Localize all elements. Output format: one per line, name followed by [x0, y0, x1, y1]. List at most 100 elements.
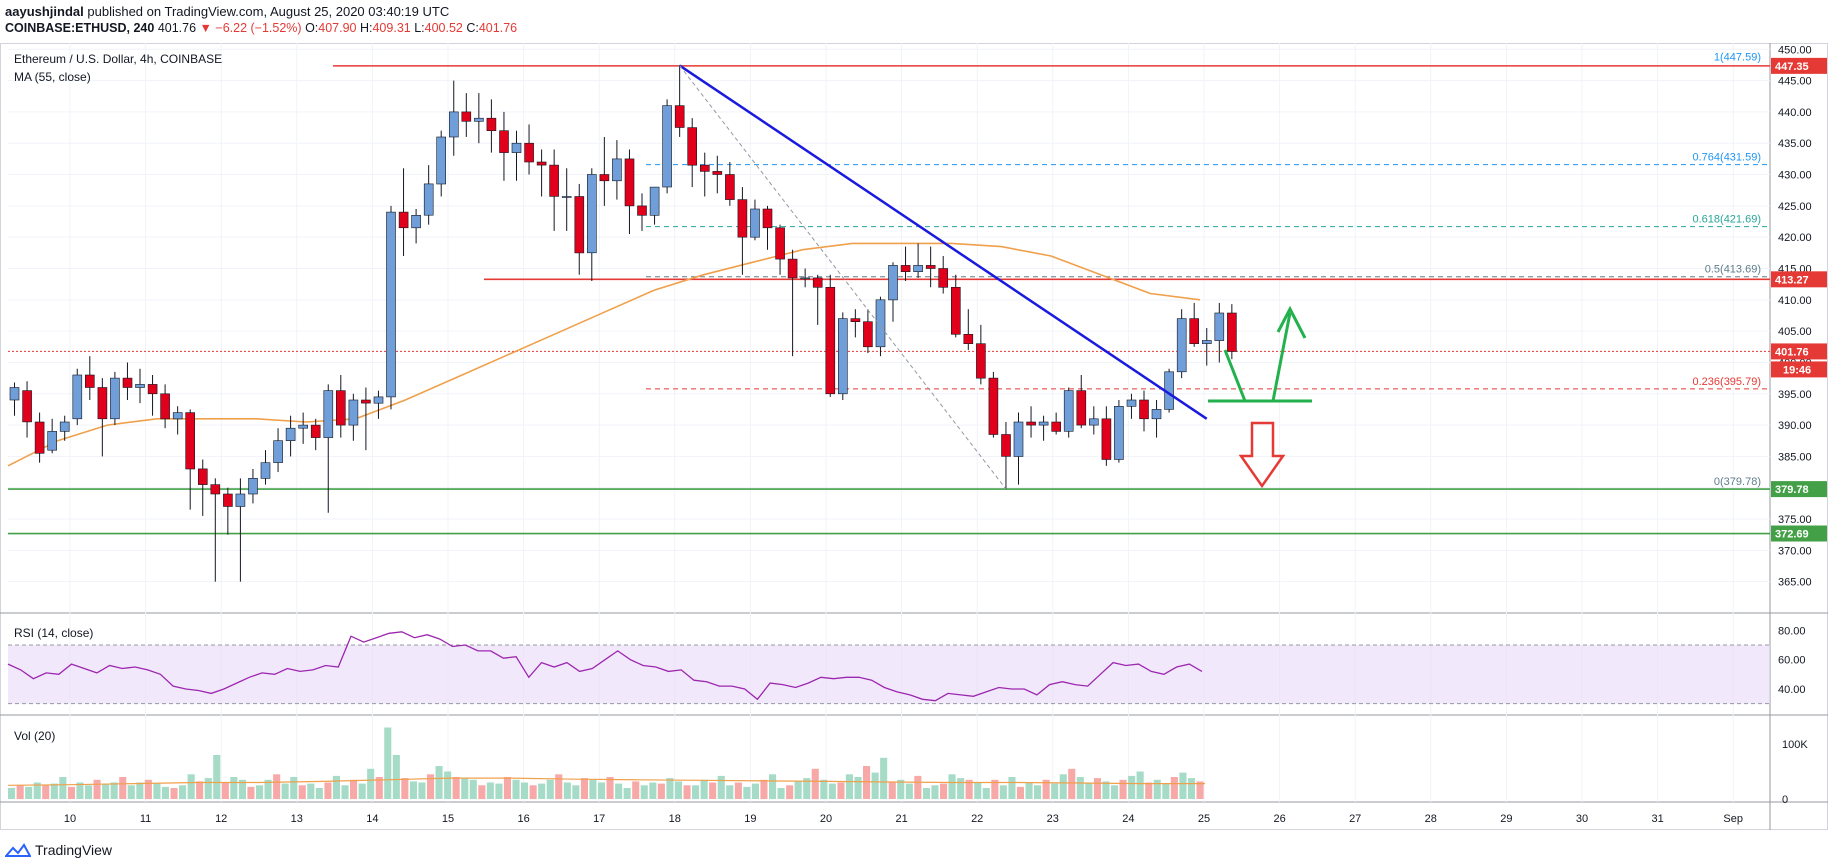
volume-bar: [298, 785, 306, 800]
horizontal-levels: [8, 65, 1770, 535]
y-tick-label: 420.00: [1778, 232, 1812, 244]
volume-bar: [726, 785, 734, 800]
volume-bar: [153, 783, 161, 799]
volume-bar: [350, 779, 358, 800]
x-tick-label: 17: [593, 813, 605, 825]
candle-body: [963, 333, 974, 344]
candle-body: [298, 424, 309, 429]
brand-name[interactable]: TradingView: [35, 842, 113, 858]
rsi-band: [8, 645, 1770, 704]
candle-body: [461, 111, 472, 122]
candle-body: [812, 277, 823, 288]
y-tick-label: 405.00: [1778, 326, 1812, 338]
volume-bar: [59, 777, 67, 799]
y-tick-label: 375.00: [1778, 514, 1812, 526]
candle-body: [863, 321, 873, 348]
open-label: O:: [305, 21, 319, 35]
candle-body: [160, 393, 170, 420]
fib-level-label: 0.236(395.79): [1693, 376, 1762, 388]
close-label: C:: [466, 21, 479, 35]
green-arrow-head-icon: [1276, 305, 1307, 339]
candle-body: [925, 265, 936, 269]
x-tick-label: 19: [744, 813, 756, 825]
volume-bar: [845, 774, 853, 800]
volume-bar: [820, 779, 828, 800]
candle-body: [323, 390, 334, 438]
candle-body: [185, 412, 195, 470]
candle-body: [536, 161, 547, 166]
volume-bar: [786, 785, 794, 800]
volume-bar: [1076, 777, 1084, 799]
volume-bar: [452, 777, 460, 799]
volume-bar: [683, 785, 691, 800]
rsi-line: [7, 631, 1203, 702]
candle-body: [1114, 405, 1124, 460]
rsi-tick-label: 40.00: [1778, 684, 1806, 696]
vol-tick-label: 100K: [1782, 739, 1808, 751]
volume-bar: [999, 785, 1007, 800]
candle-body: [837, 318, 848, 395]
volume-bar: [692, 785, 700, 800]
volume-bar: [1196, 781, 1204, 799]
volume-bar: [1016, 786, 1024, 799]
symbol-label[interactable]: COINBASE:ETHUSD, 240: [5, 21, 155, 35]
x-tick-label: 20: [820, 813, 832, 825]
volume-bar: [760, 779, 768, 800]
candle-body: [285, 427, 296, 442]
candle-body: [687, 127, 698, 166]
volume-bar: [905, 783, 913, 799]
candle-body: [198, 468, 208, 485]
volume-bar: [179, 785, 187, 800]
candle-body: [411, 215, 421, 229]
rsi-tick-label: 60.00: [1778, 655, 1806, 667]
volume-bar: [50, 783, 58, 799]
main-pane-title: Ethereum / U.S. Dollar, 4h, COINBASE: [14, 52, 222, 66]
volume-bar: [657, 783, 665, 799]
drawings: 1(447.59) 0.764(431.59) 0.618(421.69) 0.5(4…: [678, 51, 1762, 490]
volume-bar: [589, 779, 597, 800]
volume-bar: [563, 782, 571, 799]
volume-bar: [880, 757, 888, 800]
countdown-label: 19:46: [1783, 364, 1811, 376]
volume-bar: [640, 785, 648, 800]
volume-bar: [392, 755, 400, 799]
x-tick-label: 15: [442, 813, 454, 825]
price-tag-bg: [1771, 481, 1827, 498]
volume-bar: [341, 785, 349, 800]
candle-body: [1063, 390, 1074, 432]
candle-body: [172, 412, 183, 420]
volume-bar: [974, 782, 982, 799]
candle-body: [1076, 390, 1087, 426]
volume-bar: [674, 781, 682, 799]
author-link[interactable]: aayushjindal: [5, 4, 84, 19]
fib-level-label: 0.5(413.69): [1705, 264, 1761, 276]
price-tag-label: 372.69: [1775, 529, 1809, 541]
volume-bar: [982, 788, 990, 799]
volume-bar: [957, 778, 965, 799]
volume-bar: [529, 785, 537, 800]
candle-body: [47, 431, 58, 451]
x-tick-label: 24: [1122, 813, 1134, 825]
candle-body: [97, 387, 108, 420]
candle-body: [750, 208, 760, 238]
candle-body: [586, 174, 597, 254]
volume-bar: [136, 782, 144, 799]
volume-bar: [1102, 781, 1110, 799]
candle-body: [524, 142, 534, 163]
candle-body: [260, 462, 271, 479]
volume-bar: [794, 781, 802, 799]
candle-body: [22, 390, 32, 423]
y-tick-label: 440.00: [1778, 107, 1812, 119]
volume-bar: [606, 777, 614, 799]
candle-body: [423, 183, 434, 216]
y-tick-label: 445.00: [1778, 76, 1812, 88]
candle-body: [486, 117, 497, 131]
volume-bar: [8, 788, 16, 799]
candle-body: [361, 399, 371, 404]
volume-bar: [196, 781, 204, 799]
volume-bar: [469, 779, 477, 800]
candle-body: [725, 174, 735, 200]
candle-body: [1202, 340, 1212, 344]
y-tick-label: 450.00: [1778, 44, 1812, 56]
